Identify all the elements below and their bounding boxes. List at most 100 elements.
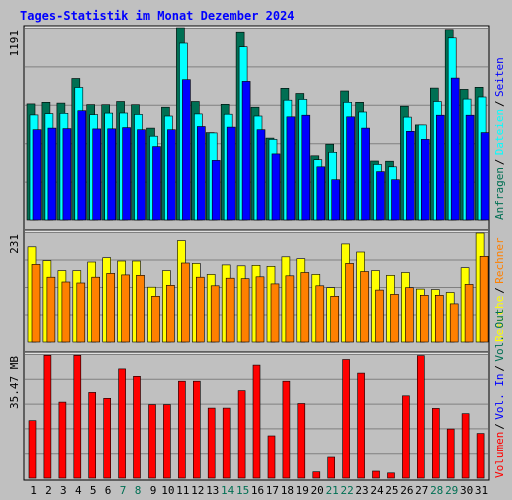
bar-rechner-day-15 — [240, 278, 250, 343]
bar-seiten-day-20 — [316, 166, 326, 221]
day-label-21: 21 — [326, 484, 339, 497]
bar-rechner-day-25 — [390, 294, 399, 343]
day-label-2: 2 — [45, 484, 52, 497]
legend-separator: / — [493, 287, 506, 294]
bar-volumen-day-15 — [237, 390, 246, 479]
day-label-28: 28 — [430, 484, 443, 497]
bar-rechner-day-2 — [46, 276, 56, 343]
bar-seiten-day-14 — [226, 126, 236, 221]
bar-volumen-day-26 — [402, 395, 410, 479]
chart-title: Tages-Statistik im Monat Dezember 2024 — [20, 9, 295, 23]
legend-separator: / — [493, 423, 506, 430]
bar-seiten-day-4 — [77, 110, 87, 221]
legend-separator: / — [493, 159, 506, 166]
bar-seiten-day-10 — [167, 129, 176, 221]
day-label-22: 22 — [340, 484, 353, 497]
day-label-16: 16 — [251, 484, 264, 497]
bar-rechner-day-5 — [91, 276, 100, 343]
bar-seiten-day-21 — [331, 179, 341, 221]
bar-volumen-day-22 — [342, 359, 350, 479]
bar-rechner-day-29 — [449, 303, 459, 343]
bar-rechner-day-8 — [136, 274, 145, 343]
bar-seiten-day-19 — [301, 114, 311, 221]
legend-entry-vol--out: Vol. Out — [493, 309, 506, 362]
bar-seiten-day-7 — [122, 127, 131, 221]
bar-volumen-day-31 — [476, 433, 485, 479]
bar-volumen-day-4 — [73, 354, 82, 479]
legend-entry-seiten: Seiten — [493, 57, 506, 97]
bar-seiten-day-16 — [256, 129, 266, 221]
legend-entry-volumen: Volumen — [493, 432, 506, 478]
bar-seiten-day-5 — [92, 128, 101, 221]
bar-volumen-day-29 — [446, 428, 455, 479]
bar-rechner-day-14 — [225, 277, 235, 343]
bar-rechner-day-9 — [151, 295, 160, 343]
y-axis-max-label: 231 — [8, 234, 21, 254]
bar-volumen-day-27 — [416, 355, 425, 479]
bar-rechner-day-12 — [196, 276, 205, 343]
day-label-17: 17 — [266, 484, 279, 497]
bar-volumen-day-17 — [267, 435, 276, 479]
day-label-11: 11 — [176, 484, 189, 497]
day-label-14: 14 — [221, 484, 235, 497]
bar-rechner-day-24 — [375, 289, 384, 343]
day-label-30: 30 — [460, 484, 473, 497]
x-axis-day-labels: 1 2 3 4 5 6 7 8 9 10 11 12 13 14 15 16 17 18 19 20 21 22 23 24 2… — [30, 484, 488, 497]
bar-seiten-day-26 — [406, 131, 415, 221]
legend-entry-besuche: Besuche — [493, 296, 506, 342]
panel-visits: 231 Besuche / Rechner — [8, 229, 506, 343]
bar-volumen-day-5 — [88, 392, 96, 479]
bar-volumen-day-11 — [178, 380, 186, 479]
day-label-20: 20 — [311, 484, 324, 497]
day-label-24: 24 — [370, 484, 384, 497]
bar-rechner-day-11 — [181, 262, 190, 343]
bar-rechner-day-3 — [61, 281, 71, 343]
bar-volumen-day-3 — [58, 401, 67, 479]
day-label-8: 8 — [135, 484, 142, 497]
day-label-15: 15 — [236, 484, 249, 497]
day-label-27: 27 — [415, 484, 428, 497]
legend-separator: / — [493, 100, 506, 107]
bar-seiten-day-6 — [107, 128, 116, 221]
bar-seiten-day-11 — [182, 79, 191, 221]
bar-seiten-day-31 — [480, 132, 490, 221]
day-label-3: 3 — [60, 484, 67, 497]
bar-volumen-day-10 — [163, 404, 171, 479]
bar-rechner-day-18 — [285, 275, 295, 343]
day-label-10: 10 — [161, 484, 174, 497]
bar-volumen-day-13 — [207, 407, 216, 479]
day-label-7: 7 — [120, 484, 127, 497]
day-label-23: 23 — [355, 484, 368, 497]
day-label-9: 9 — [150, 484, 157, 497]
bar-rechner-day-13 — [210, 285, 220, 343]
bar-rechner-day-22 — [345, 263, 354, 343]
bar-volumen-day-30 — [461, 413, 470, 479]
bar-rechner-day-30 — [464, 284, 474, 343]
bar-seiten-day-12 — [197, 126, 206, 221]
day-label-19: 19 — [296, 484, 309, 497]
bar-rechner-day-21 — [330, 295, 340, 343]
bar-seiten-day-29 — [450, 77, 460, 221]
bar-volumen-day-25 — [387, 472, 395, 479]
bar-rechner-day-20 — [315, 285, 325, 343]
bar-rechner-day-17 — [270, 283, 280, 343]
bar-volumen-day-16 — [252, 364, 261, 479]
legend-entry-rechner: Rechner — [493, 237, 506, 284]
day-label-5: 5 — [90, 484, 97, 497]
day-label-25: 25 — [385, 484, 398, 497]
bar-volumen-day-7 — [118, 368, 126, 479]
day-label-1: 1 — [30, 484, 37, 497]
bar-rechner-day-26 — [405, 287, 414, 343]
bar-seiten-day-22 — [346, 116, 355, 221]
bar-rechner-day-1 — [31, 264, 41, 343]
bar-rechner-day-31 — [479, 255, 489, 343]
bar-volumen-day-20 — [312, 471, 321, 479]
chart-panels: 1191Anfragen/Dateien/Seiten231Besuche/Re… — [8, 25, 506, 481]
bar-seiten-day-15 — [241, 81, 251, 221]
bar-rechner-day-23 — [360, 271, 369, 343]
bar-volumen-day-28 — [431, 408, 440, 479]
bar-seiten-day-27 — [420, 139, 430, 221]
bar-volumen-day-19 — [297, 403, 306, 479]
